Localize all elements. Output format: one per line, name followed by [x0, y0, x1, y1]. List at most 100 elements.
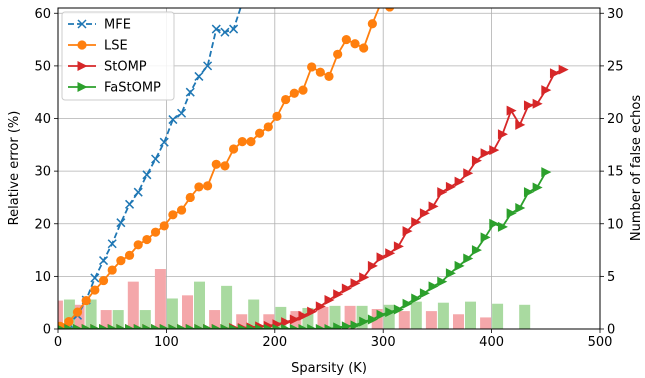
fastomp-point — [73, 324, 84, 329]
fastomp-point — [142, 324, 153, 329]
series-lse — [58, 0, 395, 329]
stomp-point — [315, 301, 326, 312]
stomp-point — [359, 272, 370, 283]
lse-point — [220, 161, 230, 171]
fastomp-point — [523, 187, 534, 198]
fastomp-point — [194, 324, 205, 329]
lse-point — [194, 182, 204, 192]
lse-point — [246, 137, 256, 147]
mfe-point — [151, 154, 161, 164]
fastomp-point — [489, 218, 500, 229]
lse-point — [289, 88, 299, 98]
fastomp-point — [255, 324, 266, 329]
stomp-echo-bar — [236, 314, 248, 329]
axis-ticks: 0 100 200 300 400 500010203040506005101520253… — [34, 7, 623, 350]
stomp-point — [454, 176, 465, 187]
legend-marker — [77, 61, 88, 71]
lse-point — [124, 250, 135, 260]
stomp-echo-bar — [58, 300, 63, 329]
lse-point — [107, 265, 117, 275]
lse-point — [333, 49, 343, 59]
lse-point — [367, 19, 377, 29]
lse-point — [376, 0, 385, 7]
fastomp-point — [281, 324, 292, 329]
stomp-point — [549, 68, 560, 79]
fastomp-echo-bar — [112, 310, 124, 329]
fastomp-point — [376, 309, 387, 320]
fastomp-point — [107, 324, 118, 329]
lse-point — [350, 39, 360, 49]
fastomp-echo-bar — [194, 281, 205, 329]
legend-marker — [77, 40, 87, 50]
stomp-point — [523, 100, 534, 111]
fastomp-echo-bar — [139, 310, 151, 329]
fastomp-point — [463, 253, 474, 264]
plot-frame — [57, 7, 601, 330]
fastomp-point — [237, 324, 248, 329]
legend-item-fastomp: FaStOMP — [68, 81, 161, 96]
legend: MFE LSE StOMP FaStOMP — [61, 11, 175, 101]
lse-point — [211, 159, 221, 169]
fastomp-point — [298, 324, 309, 329]
stomp-point — [463, 168, 474, 179]
stomp-point — [411, 217, 422, 228]
stomp-point — [367, 260, 378, 271]
legend-label: FaStOMP — [104, 81, 161, 96]
stomp-point — [445, 181, 456, 192]
lse-point — [315, 67, 325, 77]
lse-point — [72, 307, 83, 317]
mfe-point — [159, 137, 169, 147]
lse-point — [185, 192, 195, 203]
stomp-echo-bar — [480, 317, 492, 329]
stomp-echo-bar — [453, 314, 464, 329]
fastomp-point — [428, 281, 439, 292]
x-tick-label: 300 — [371, 335, 396, 350]
fastomp-point — [90, 324, 101, 329]
fastomp-point — [272, 324, 283, 329]
y-tick-label: 0 — [43, 323, 51, 338]
legend-marker — [77, 19, 87, 29]
stomp-point — [428, 201, 439, 212]
mfe-point — [125, 199, 135, 209]
lse-point — [168, 210, 178, 220]
mfe-line — [59, 8, 242, 329]
fastomp-point — [229, 324, 240, 329]
fastomp-point — [159, 324, 170, 329]
fastomp-point — [58, 325, 66, 329]
fastomp-point — [315, 324, 326, 329]
lse-point — [341, 34, 351, 45]
stomp-echo-bar — [317, 306, 329, 329]
fastomp-echo-bar — [329, 305, 341, 329]
mfe-point — [142, 170, 152, 180]
y-tick-label: 30 — [34, 165, 51, 180]
stomp-echo-bar — [209, 310, 221, 329]
fastomp-point — [393, 304, 404, 315]
stomp-point — [541, 85, 552, 96]
fastomp-echo-bar — [166, 298, 178, 329]
lse-point — [359, 43, 369, 53]
x-tick-label: 100 — [154, 335, 179, 350]
fastomp-point — [333, 322, 344, 329]
y2-tick-label: 0 — [607, 323, 615, 338]
legend-item-lse: LSE — [68, 39, 128, 54]
stomp-point — [298, 310, 309, 321]
x-tick-label: 400 — [479, 335, 504, 350]
fastomp-point — [185, 324, 196, 329]
lse-point — [298, 85, 308, 95]
stomp-point — [402, 226, 413, 237]
stomp-point — [341, 283, 352, 294]
fastomp-echo-bar — [492, 303, 504, 329]
lse-point — [98, 275, 109, 286]
stomp-point — [281, 317, 292, 328]
fastomp-point — [125, 324, 136, 329]
fastomp-echo-bar — [275, 306, 287, 329]
lse-point — [324, 71, 334, 82]
stomp-echo-bar — [182, 295, 193, 329]
fastomp-point — [437, 276, 448, 287]
stomp-point — [307, 306, 318, 317]
stomp-echo-bar — [398, 311, 410, 329]
lse-point — [81, 295, 91, 306]
lse-point — [150, 227, 161, 237]
lse-point — [385, 8, 395, 12]
